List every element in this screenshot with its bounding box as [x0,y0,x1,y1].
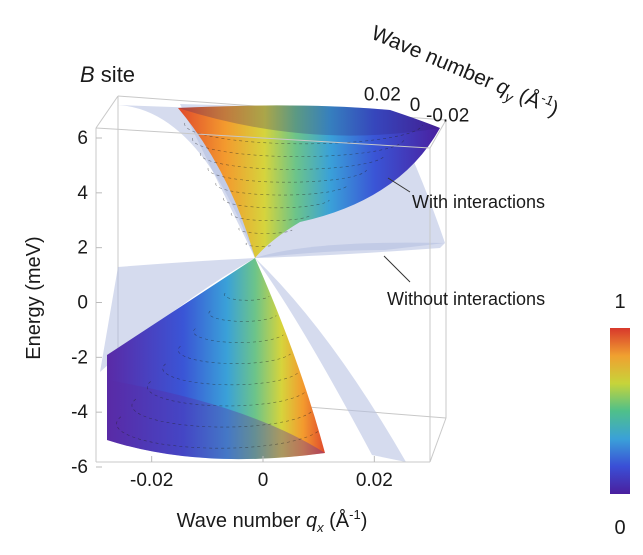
legend-with-interactions: With interactions [412,192,545,212]
z-tick-label: 4 [77,183,88,204]
upper-contour [245,242,274,247]
x-axis-label: Wave number qx (Å-1) [177,507,368,535]
x-tick-label: 0.02 [356,470,393,491]
y-tick-label: 0.02 [364,84,401,105]
lower-contour [147,381,305,407]
lower-contour [131,398,312,428]
annotation-line-without [383,255,411,283]
z-tick-label: -4 [71,402,88,423]
upper-contour [238,227,293,234]
lower-contour [177,345,291,364]
y-tick-label: 0 [410,95,421,116]
upper-contour [230,212,312,221]
z-tick-label: 2 [77,238,88,259]
colorbar-min-label: 0 [614,517,625,539]
z-tick-label: 6 [77,128,88,149]
lower-contour [162,363,298,386]
upper-cone-contours [184,122,423,247]
z-tick-label: -6 [71,457,88,478]
lower-cone-contours [116,293,320,449]
upper-contour [184,122,423,145]
x-tick-label: 0 [258,470,269,491]
lower-contour [193,328,284,343]
annotation-line-with [387,177,411,193]
upper-contour [223,197,330,209]
surface-with-interactions-lower [107,258,325,460]
surface-with-interactions-upper [178,105,440,258]
upper-contour [215,182,349,196]
colorbar-max-label: 1 [614,291,625,313]
z-axis-ticks: 6 4 2 0 -2 -4 -6 [71,128,102,478]
x-tick-label: -0.02 [130,470,173,491]
legend-without-interactions: Without interactions [387,289,545,309]
upper-contour [199,152,386,170]
x-axis-ticks: -0.02 0 0.02 [130,456,393,491]
upper-contour [207,167,367,183]
colorbar [610,328,630,494]
y-axis-ticks: 0.02 0-0.02 [364,84,469,126]
z-axis-label: Energy (meV) [23,236,45,359]
lower-contour [116,416,320,449]
y-tick-label: -0.02 [426,106,469,127]
z-tick-label: 0 [77,293,88,314]
panel-label: B site [80,62,135,87]
upper-contour [192,137,405,157]
lower-contour [223,293,270,301]
z-tick-label: -2 [71,347,88,368]
